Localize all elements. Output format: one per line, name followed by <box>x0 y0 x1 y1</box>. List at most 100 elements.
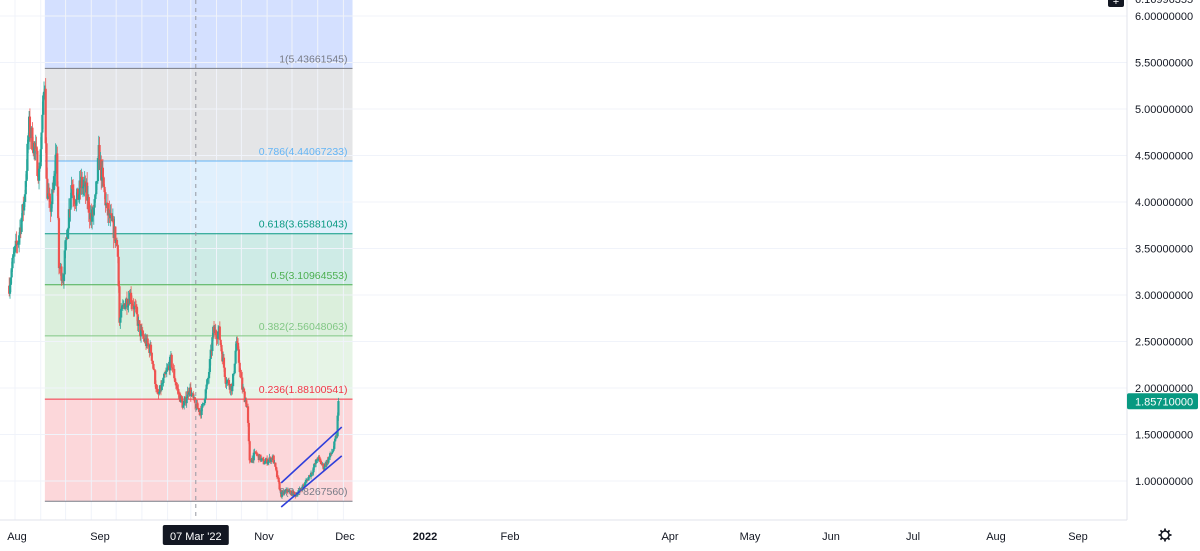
candle-body <box>226 380 229 384</box>
candle-body <box>41 114 44 133</box>
add-price-icon-glyph: + <box>1113 0 1119 8</box>
time-tick-label: Apr <box>661 531 678 543</box>
candle-body <box>154 370 157 384</box>
candle-body <box>36 150 39 177</box>
candle-body <box>279 489 282 491</box>
candle-body <box>333 441 336 449</box>
candle-body <box>303 485 306 486</box>
candle-body <box>116 245 119 257</box>
candle-body <box>216 338 219 340</box>
candle-body <box>13 246 17 252</box>
candle-body <box>76 188 80 200</box>
candle-body <box>232 373 236 375</box>
candle-body <box>96 158 100 182</box>
candle-body <box>56 153 59 187</box>
candle-body <box>233 363 236 374</box>
candle-body <box>95 181 98 195</box>
candle-body <box>71 188 75 196</box>
candle-body <box>237 349 241 363</box>
candle-body <box>288 490 291 492</box>
candle-body <box>225 383 228 385</box>
candle-body <box>264 461 267 464</box>
candle-body <box>105 203 108 206</box>
candle-body <box>181 400 184 408</box>
candle-body <box>10 268 13 278</box>
candle-body <box>272 455 275 464</box>
candle-body <box>293 491 296 494</box>
candle-body <box>166 367 169 370</box>
candle-body <box>314 459 318 464</box>
candle-body <box>223 367 226 377</box>
candle-body <box>9 277 12 285</box>
candle-body <box>200 407 203 415</box>
time-tick-label: Dec <box>335 531 355 543</box>
candle-body <box>278 481 281 490</box>
price-tick-label: 1.50000000 <box>1135 430 1193 442</box>
candle-body <box>328 457 331 459</box>
candle-body <box>323 467 326 470</box>
gear-tooth <box>1167 537 1171 541</box>
price-tick-label: 5.50000000 <box>1135 58 1193 70</box>
candle-body <box>13 251 16 255</box>
candle-body <box>248 441 251 461</box>
candle-body <box>130 302 134 305</box>
candle-body <box>332 448 335 452</box>
candle-body <box>101 167 105 178</box>
candle-body <box>115 239 119 246</box>
grid-lines <box>0 0 1127 520</box>
candle-body <box>188 392 191 395</box>
fib-level-label: 0.618(3.65881043) <box>259 219 348 231</box>
time-axis: AugSepOctNovDec2022FebAprMayJunJulAugSep… <box>0 519 1200 546</box>
fib-level-label: 0.5(3.10964553) <box>270 270 347 282</box>
candle-body <box>33 143 37 149</box>
candle-body <box>109 213 112 219</box>
candle-body <box>70 185 73 199</box>
candle-body <box>263 463 266 465</box>
candle-body <box>77 194 80 200</box>
candle-body <box>12 254 15 258</box>
candle-body <box>309 472 313 477</box>
candle-body <box>218 326 221 340</box>
candle-body <box>337 401 340 416</box>
candle-body <box>125 298 129 308</box>
candle-body <box>42 95 45 115</box>
candle-body <box>28 116 32 137</box>
add-price-icon[interactable]: + <box>1108 0 1124 8</box>
time-tick-label: Jul <box>906 531 920 543</box>
candle-body <box>135 306 139 315</box>
fib-level-label: 0(0.78267560) <box>279 486 347 498</box>
candle-body <box>154 383 158 389</box>
candle-body <box>190 393 193 397</box>
candle-body <box>71 185 74 189</box>
candle-body <box>261 458 265 460</box>
time-tick-label: 2022 <box>413 531 437 543</box>
candle-body <box>193 397 197 403</box>
candle-body <box>92 207 95 215</box>
candle-body <box>48 196 51 203</box>
candle-body <box>284 490 287 492</box>
candle-body <box>275 470 279 478</box>
candle-body <box>63 250 66 275</box>
fib-zone <box>44 0 353 69</box>
candle-body <box>319 460 323 465</box>
fib-zones <box>44 0 353 502</box>
candle-body <box>87 197 90 213</box>
candle-body <box>266 458 269 464</box>
candle-body <box>168 356 172 371</box>
candle-body <box>110 214 114 221</box>
candle-body <box>304 480 308 482</box>
candle-body <box>285 489 289 491</box>
candle-body <box>299 488 302 490</box>
candle-body <box>38 166 41 169</box>
settings-gear-icon[interactable] <box>1158 528 1172 542</box>
candle-body <box>134 306 138 308</box>
candle-body <box>102 177 105 187</box>
candle-body <box>236 341 239 343</box>
candle-body <box>124 304 127 309</box>
candle-body <box>17 242 20 245</box>
candle-body <box>192 393 195 398</box>
candle-body <box>204 389 207 399</box>
candle-body <box>126 305 129 308</box>
